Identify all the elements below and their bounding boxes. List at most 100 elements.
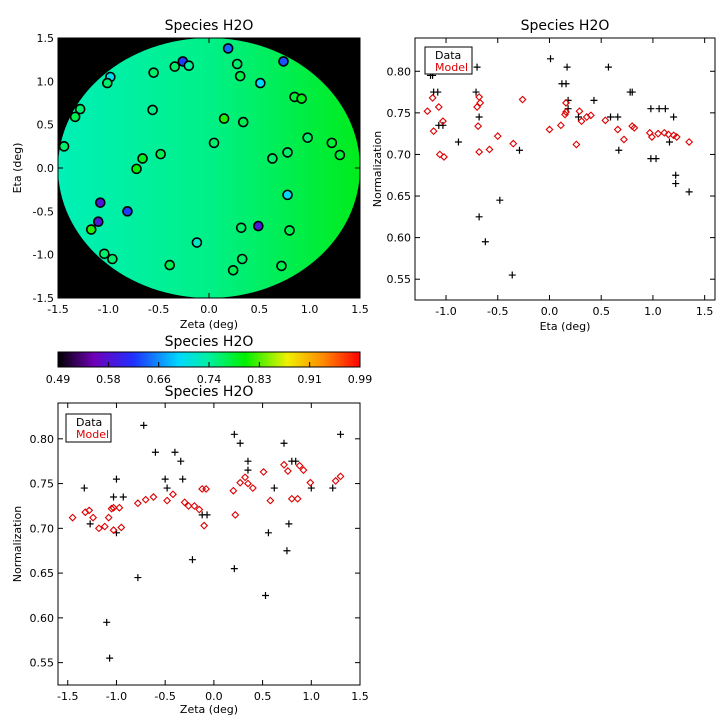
eta-model-point (619, 135, 628, 144)
map-point (278, 56, 289, 67)
map-ytick-label: 1.0 (37, 75, 55, 88)
eta-data-point (615, 146, 623, 154)
zeta-legend-model: Model (76, 428, 109, 441)
eta-data-point (670, 113, 678, 121)
zeta-model-point (133, 499, 142, 508)
map-point (231, 58, 243, 70)
map-point (334, 149, 346, 161)
zeta-model-point (190, 501, 199, 510)
map-point (302, 132, 313, 143)
eta-data-point (475, 113, 483, 121)
zeta-ylabel: Normalization (11, 506, 24, 582)
zeta-xtick-label: 0.5 (254, 690, 272, 703)
zeta-model-point (94, 524, 103, 533)
eta-data-point (434, 88, 442, 96)
eta-data-point (481, 238, 489, 246)
zeta-model-point (100, 522, 109, 531)
zeta-data-point (329, 484, 337, 492)
zeta-model-point (163, 496, 172, 505)
eta-model-point (485, 145, 494, 154)
zeta-data-point (161, 475, 169, 483)
zeta-data-point (230, 565, 238, 573)
eta-model-point (475, 147, 484, 156)
map-field (58, 38, 360, 298)
eta-title: Species H2O (521, 18, 610, 34)
eta-model-point (474, 122, 483, 131)
eta-model-point (613, 125, 622, 134)
eta-ytick-label: 0.55 (387, 273, 412, 286)
zeta-ytick-label: 0.80 (30, 433, 55, 446)
eta-data-point (508, 271, 516, 279)
zeta-model-point (168, 490, 177, 499)
map-xtick-label: 0.5 (251, 303, 269, 316)
eta-model-point (647, 132, 656, 141)
zeta-model-point (85, 506, 94, 515)
eta-ylabel: Normalization (371, 131, 384, 207)
zeta-xtick-label: 1.0 (303, 690, 321, 703)
eta-xtick-label: 1.5 (696, 305, 714, 318)
map-xtick-label: -1.5 (47, 303, 68, 316)
map-xlabel: Zeta (deg) (180, 318, 238, 331)
eta-model-point (428, 93, 437, 102)
map-xtick-label: 1.0 (301, 303, 319, 316)
zeta-marks (68, 421, 345, 662)
map-ytick-label: 0.0 (37, 162, 55, 175)
eta-xtick-label: 0.0 (541, 305, 559, 318)
eta-ytick-label: 0.70 (387, 148, 412, 161)
zeta-model-point (202, 484, 211, 493)
map-point (296, 93, 307, 104)
zeta-model-point (295, 461, 304, 470)
zeta-model-point (248, 484, 257, 493)
eta-model-point (685, 137, 694, 146)
eta-marks (423, 55, 694, 279)
eta-model-point (586, 111, 595, 120)
eta-model-point (664, 130, 673, 139)
zeta-data-point (307, 484, 315, 492)
eta-ytick-label: 0.65 (387, 190, 412, 203)
map-point (276, 260, 287, 272)
zeta-data-point (292, 457, 300, 465)
map-point (222, 43, 234, 54)
zeta-data-point (262, 591, 270, 599)
eta-model-point (545, 125, 554, 134)
eta-xtick-label: -1.0 (435, 305, 456, 318)
eta-legend-data: Data (435, 49, 461, 62)
eta-model-point (438, 117, 447, 126)
eta-data-point (515, 146, 523, 154)
eta-model-point (423, 107, 432, 116)
zeta-data-point (179, 475, 187, 483)
zeta-model-point (266, 496, 275, 505)
eta-model-point (601, 116, 610, 125)
zeta-model-point (109, 503, 118, 512)
map-axes: -1.5 -1.0 -0.5 0.0 0.5 1.0 1.5 -1.5 -1.0 -0.5 0.0 0… (33, 32, 369, 316)
zeta-data-point (283, 547, 291, 555)
zeta-model-point (68, 513, 77, 522)
eta-ytick-label: 0.80 (387, 65, 412, 78)
zeta-data-point (106, 654, 114, 662)
eta-model-point (660, 128, 669, 137)
zeta-data-point (244, 457, 252, 465)
eta-model-point (575, 107, 584, 116)
zeta-model-point (229, 486, 238, 495)
colorbar-tick-label: 0.83 (247, 373, 272, 386)
zeta-model-point (259, 467, 268, 476)
zeta-model-point (200, 521, 209, 530)
eta-legend-model: Model (435, 61, 468, 74)
zeta-data-point (285, 520, 293, 528)
colorbar-tick-label: 0.99 (348, 373, 373, 386)
zeta-ytick-label: 0.70 (30, 522, 55, 535)
map-xtick-label: 1.5 (351, 303, 369, 316)
map-point (253, 220, 264, 232)
map-point (282, 189, 293, 201)
zeta-model-point (180, 498, 189, 507)
eta-xtick-label: 1.0 (644, 305, 662, 318)
eta-model-point (562, 108, 571, 117)
map-ytick-label: -0.5 (33, 205, 54, 218)
colorbar-title: Species H2O (165, 334, 254, 350)
eta-model-point (429, 127, 438, 136)
map-point (137, 153, 148, 164)
map-point (148, 67, 159, 78)
eta-data-point (685, 188, 693, 196)
zeta-model-point (107, 504, 116, 513)
zeta-model-point (195, 505, 204, 514)
